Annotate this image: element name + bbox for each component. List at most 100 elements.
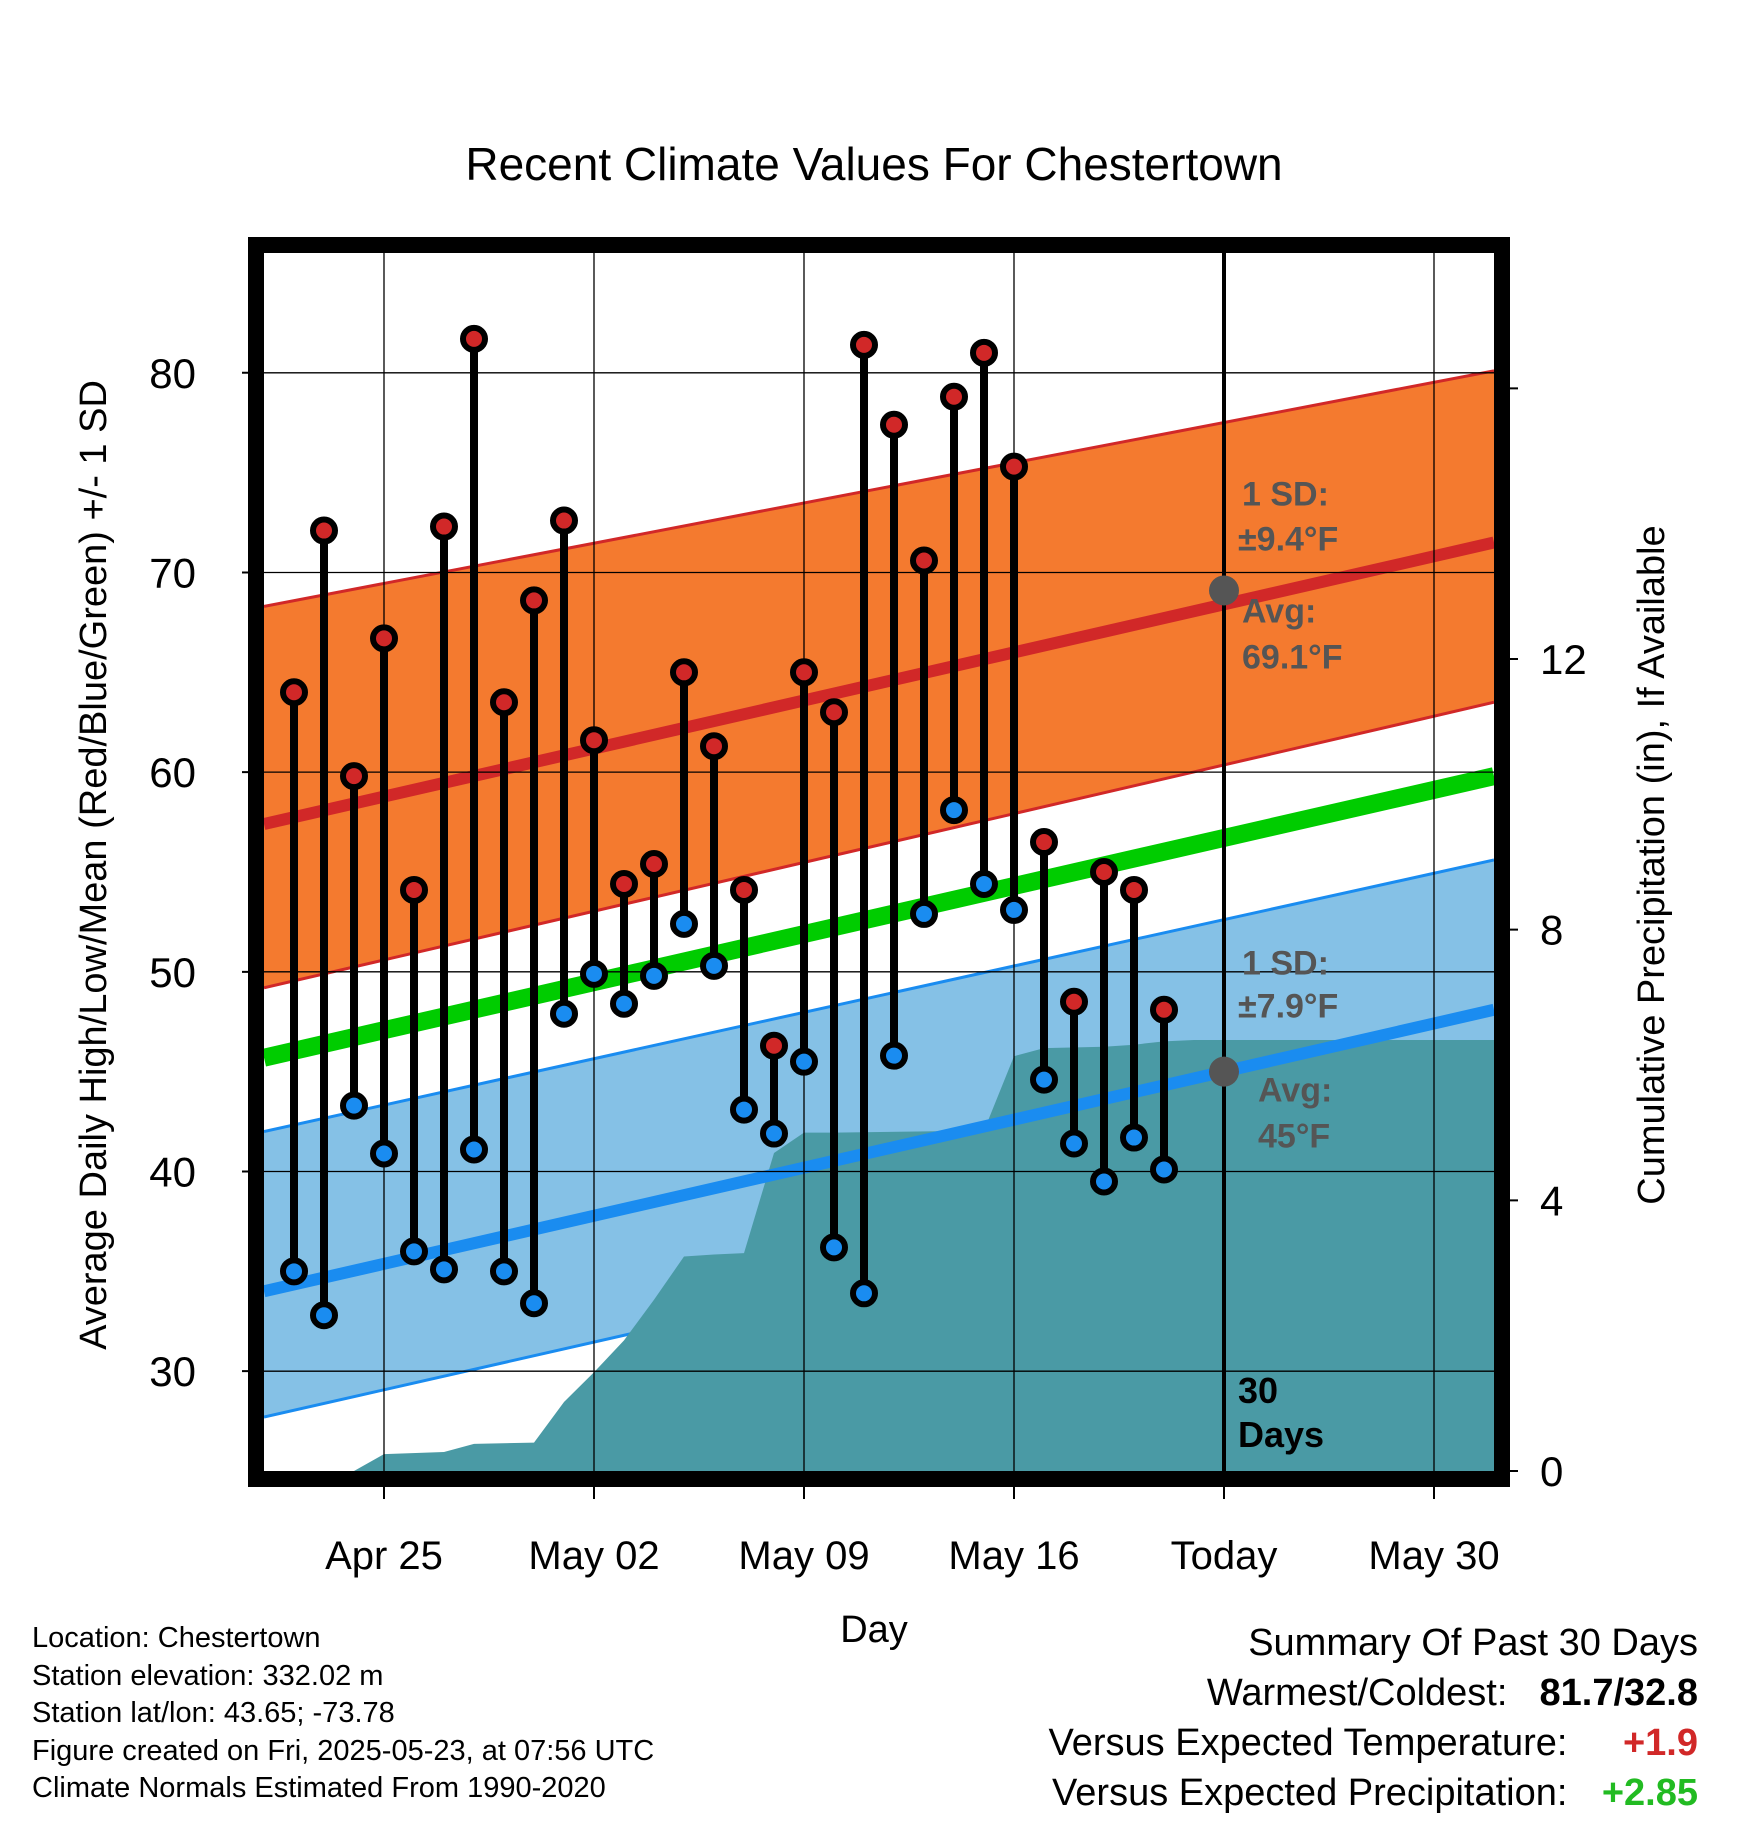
normals-text: Climate Normals Estimated From 1990-2020 [32,1772,606,1804]
grid [264,253,1494,1471]
daily-low-point [730,1095,758,1124]
high-avg-label: Avg: [1242,592,1316,630]
temp-versus-row: Versus Expected Temperature: +1.9 [1049,1718,1698,1768]
daily-low-point [1030,1065,1058,1094]
y2-tick-label: 8 [1540,907,1563,954]
daily-low-point [430,1255,458,1284]
period-label-number: 30 [1238,1370,1278,1411]
daily-low-point [640,961,668,990]
high-upper-edge [264,369,1494,608]
x-tick-label: Today [1171,1534,1278,1578]
summary-heading: Summary Of Past 30 Days [1248,1622,1698,1664]
daily-low-point [670,909,698,938]
daily-high-point [610,869,638,898]
y-tick-label: 30 [149,1348,196,1395]
plot-area [264,369,1494,1471]
x-tick-label: Apr 25 [325,1534,443,1578]
warmest-coldest-label: Warmest/Coldest: [1206,1672,1508,1714]
low-normal-line [264,1003,1494,1298]
precip-versus-row: Versus Expected Precipitation: +2.85 [1049,1768,1698,1818]
chart-title: Recent Climate Values For Chestertown [465,138,1282,190]
high-normal-line [264,536,1494,830]
daily-high-point [640,849,668,878]
daily-high-point [940,382,968,411]
daily-low-point [340,1091,368,1120]
daily-high-point [1000,452,1028,481]
daily-low-point [940,796,968,825]
y-tick-label: 70 [149,549,196,596]
daily-high-point [790,658,818,687]
daily-low-point [1000,895,1028,924]
x-tick-label: May 16 [948,1534,1079,1578]
daily-low-point [310,1301,338,1330]
daily-low-point [490,1257,518,1286]
warmest-coldest-row: Warmest/Coldest: 81.7/32.8 [1049,1668,1698,1718]
temp-versus-label: Versus Expected Temperature: [1048,1722,1568,1764]
daily-high-point [880,410,908,439]
low-avg-value: 45°F [1258,1118,1330,1156]
daily-high-point [340,762,368,791]
y2-axis-label: Cumulative Precipitation (in), If Availa… [1631,525,1673,1204]
daily-low-point [370,1139,398,1168]
y2-tick-label: 0 [1540,1448,1563,1495]
high-sd-value: ±9.4°F [1238,520,1338,558]
daily-high-point [1060,987,1088,1016]
daily-low-point [850,1279,878,1308]
daily-high-point [490,688,518,717]
daily-low-point [820,1233,848,1262]
daily-low-point [1090,1167,1118,1196]
station-info: Location: Chestertown Station elevation:… [32,1620,654,1808]
daily-high-point [310,516,338,545]
daily-high-point [850,330,878,359]
daily-high-point [700,732,728,761]
low-avg-marker [1209,1056,1239,1087]
daily-high-point [580,726,608,755]
x-tick-label: May 30 [1368,1534,1499,1578]
daily-low-point [910,899,938,928]
daily-high-point [670,658,698,687]
temp-versus-value: +1.9 [1622,1722,1698,1764]
y2-tick-label: 12 [1540,636,1587,683]
daily-low-point [700,951,728,980]
warmest-coldest-value: 81.7/32.8 [1539,1672,1698,1714]
daily-low-point [1150,1155,1178,1184]
summary-panel: Summary Of Past 30 Days Warmest/Coldest:… [1049,1618,1698,1818]
y-axis-label: Average Daily High/Low/Mean (Red/Blue/Gr… [73,380,115,1350]
daily-high-point [1030,828,1058,857]
plot-frame [248,237,1510,1487]
daily-high-point [400,875,428,904]
low-avg-label: Avg: [1258,1072,1332,1110]
daily-high-point [910,546,938,575]
high-lower-edge [264,700,1494,990]
daily-high-point [1120,875,1148,904]
precip-versus-label: Versus Expected Precipitation: [1052,1772,1568,1814]
x-axis-label: Day [840,1609,908,1651]
high-sd-label: 1 SD: [1242,475,1329,513]
daily-low-point [970,869,998,898]
daily-low-point [790,1047,818,1076]
y-tick-label: 60 [149,749,196,796]
daily-low-point [760,1119,788,1148]
daily-high-point [520,586,548,615]
y-tick-label: 80 [149,350,196,397]
daily-high-point [460,324,488,353]
location-text: Location: Chestertown [32,1622,321,1654]
y2-tick-label: 4 [1540,1177,1563,1224]
daily-low-point [880,1041,908,1070]
created-text: Figure created on Fri, 2025-05-23, at 07… [32,1734,655,1767]
elevation-text: Station elevation: 332.02 m [32,1659,384,1692]
daily-low-point [280,1257,308,1286]
daily-high-point [1090,857,1118,886]
daily-high-point [550,506,578,535]
precip-area [354,1039,1494,1471]
daily-low-point [1060,1129,1088,1158]
daily-high-point [430,512,458,541]
low-upper-edge [264,858,1494,1134]
x-tick-label: May 02 [528,1534,659,1578]
precip-versus-value: +2.85 [1601,1772,1698,1814]
daily-high-point [760,1031,788,1060]
axes: 30 40 50 60 70 80 0 4 8 12 Apr 25 May 02 May 09 May 1… [149,237,1587,1578]
high-avg-marker [1209,575,1239,606]
